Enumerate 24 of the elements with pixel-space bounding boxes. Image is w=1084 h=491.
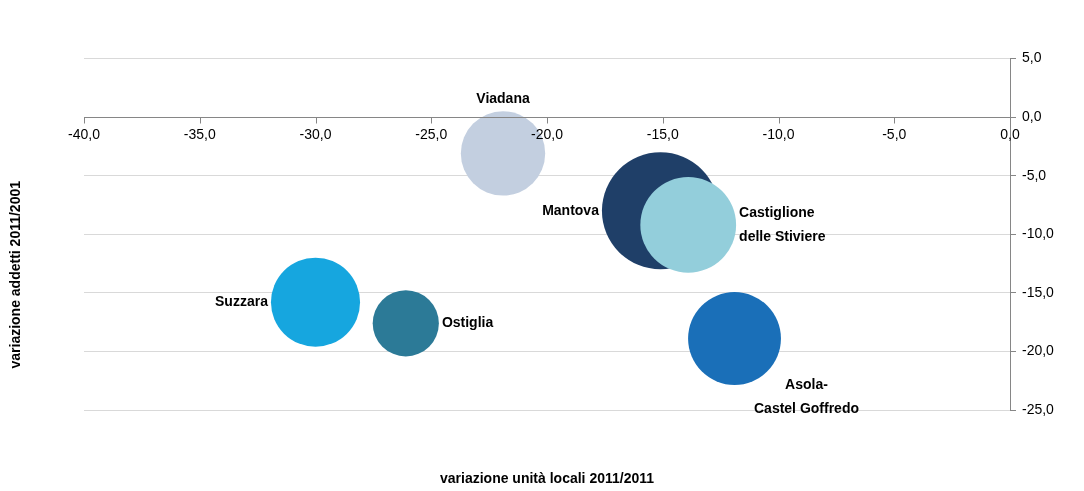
series-label: Mantova	[542, 201, 600, 218]
series-label: Asola-Castel Goffredo	[753, 375, 859, 416]
series-label: Castiglione delle Stiviere	[739, 203, 826, 244]
series-label: Ostiglia	[441, 314, 494, 331]
y-tick-label: -15,0	[1022, 283, 1055, 300]
y-tick-label: -5,0	[1022, 166, 1047, 183]
x-axis-title: variazione unità locali 2011/2011	[439, 469, 655, 486]
x-tick-label: -40,0	[68, 126, 101, 143]
y-tick-label: -25,0	[1022, 400, 1055, 417]
x-tick-label: -30,0	[299, 126, 332, 143]
x-tick-label: -20,0	[531, 126, 564, 143]
y-tick-label: -20,0	[1022, 342, 1055, 359]
x-tick-label: -35,0	[183, 126, 216, 143]
x-tick-label: 0,0	[1000, 126, 1020, 143]
x-tick-label: -15,0	[646, 126, 679, 143]
series-label: Suzzara	[215, 293, 269, 310]
x-tick-label: -10,0	[762, 126, 795, 143]
y-tick-label: 0,0	[1022, 107, 1042, 124]
x-tick-label: -5,0	[882, 126, 907, 143]
x-tick-label: -25,0	[415, 126, 448, 143]
y-tick-label: 5,0	[1022, 49, 1042, 66]
y-axis-title: variazione addetti 2011/2001	[6, 180, 23, 369]
series-label: Viadana	[476, 90, 530, 107]
y-tick-label: -10,0	[1022, 225, 1055, 242]
